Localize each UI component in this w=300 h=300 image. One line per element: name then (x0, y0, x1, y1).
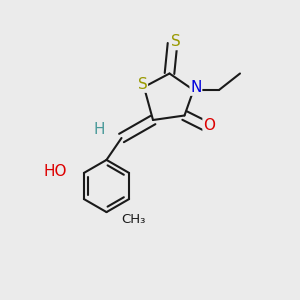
Text: H: H (93, 122, 105, 136)
Text: O: O (203, 118, 215, 134)
Text: HO: HO (44, 164, 68, 179)
Text: S: S (171, 34, 181, 50)
Text: CH₃: CH₃ (121, 212, 145, 226)
Text: N: N (190, 80, 202, 95)
Text: S: S (138, 77, 147, 92)
